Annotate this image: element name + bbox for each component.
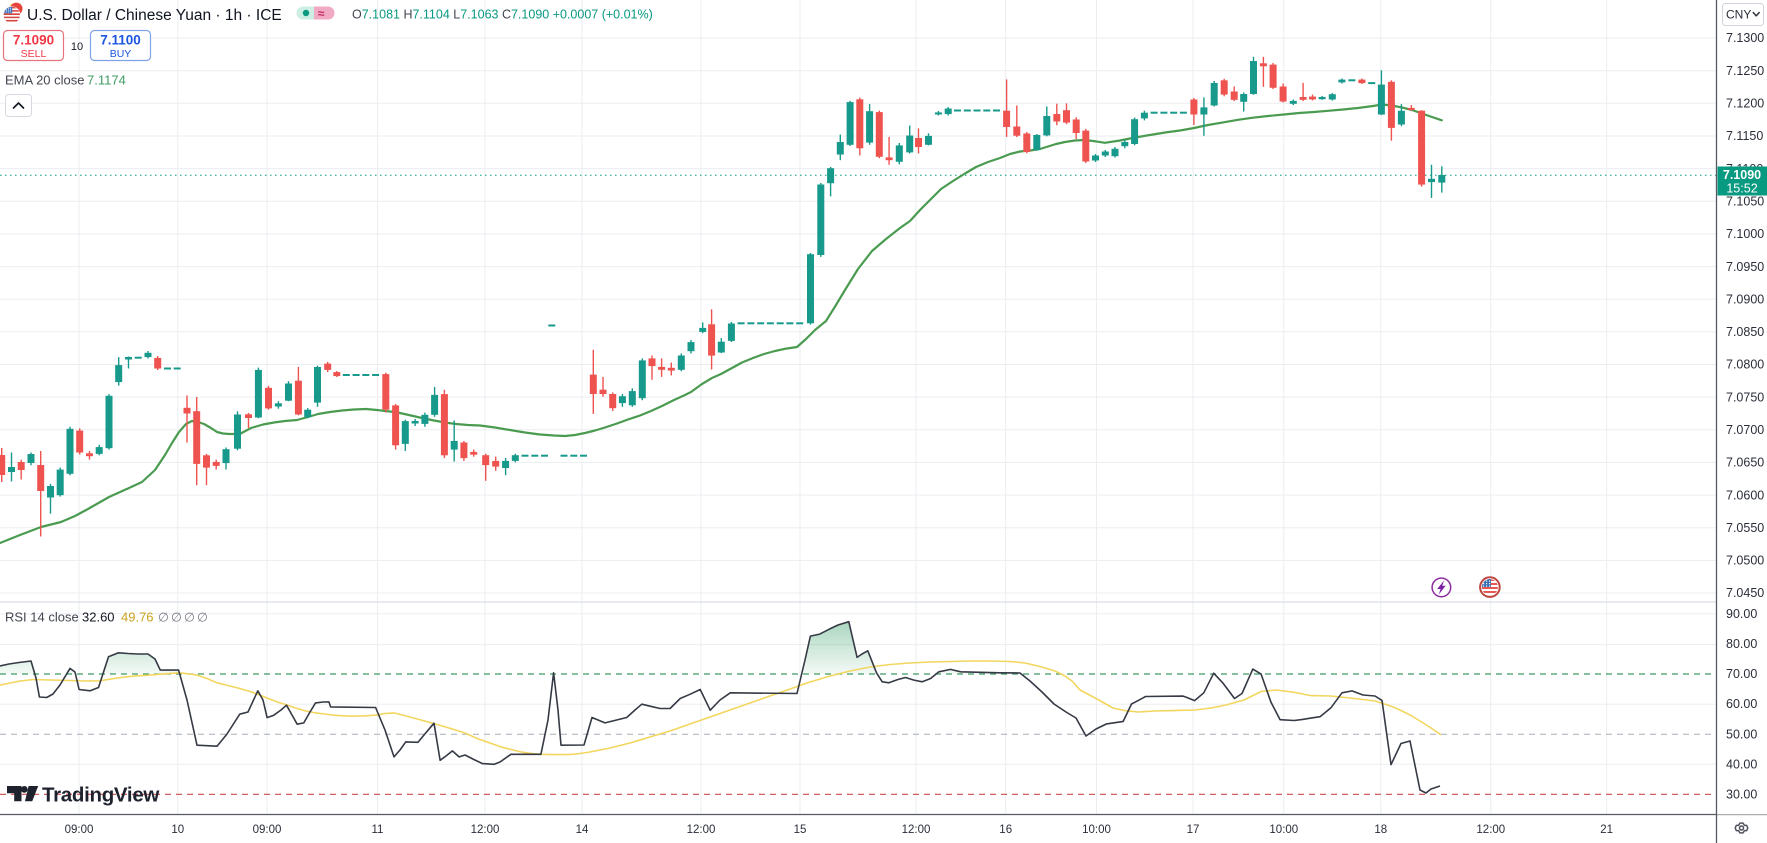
svg-text:7.0650: 7.0650	[1726, 456, 1764, 470]
svg-text:7.0550: 7.0550	[1726, 521, 1764, 535]
svg-text:EMA 20 close: EMA 20 close	[5, 73, 85, 88]
svg-text:60.00: 60.00	[1726, 697, 1757, 711]
svg-text:70.00: 70.00	[1726, 667, 1757, 681]
svg-text:30.00: 30.00	[1726, 788, 1757, 802]
svg-text:7.1150: 7.1150	[1726, 129, 1763, 143]
svg-text:O7.1081 H7.1104 L7.1063 C7.109: O7.1081 H7.1104 L7.1063 C7.1090 +0.0007 …	[352, 8, 653, 22]
svg-text:90.00: 90.00	[1726, 607, 1757, 621]
svg-text:11: 11	[372, 824, 384, 836]
svg-text:7.0750: 7.0750	[1726, 390, 1764, 404]
svg-text:7.1090: 7.1090	[13, 33, 54, 48]
svg-text:7.0450: 7.0450	[1726, 586, 1764, 600]
svg-text:12:00: 12:00	[471, 824, 500, 836]
svg-text:50.00: 50.00	[1726, 727, 1757, 741]
svg-text:80.00: 80.00	[1726, 637, 1757, 651]
svg-text:7.0800: 7.0800	[1726, 358, 1764, 372]
svg-text:49.76: 49.76	[121, 610, 154, 625]
svg-text:18: 18	[1374, 824, 1387, 836]
svg-text:10: 10	[171, 824, 184, 836]
svg-text:40.00: 40.00	[1726, 757, 1757, 771]
svg-text:15:52: 15:52	[1726, 182, 1757, 196]
svg-text:32.60: 32.60	[82, 610, 115, 625]
svg-text:∅: ∅	[197, 611, 208, 625]
svg-text:7.1300: 7.1300	[1726, 31, 1764, 45]
svg-text:09:00: 09:00	[253, 824, 282, 836]
svg-text:7.0600: 7.0600	[1726, 488, 1764, 502]
svg-text:CNY: CNY	[1726, 8, 1751, 22]
svg-text:7.1000: 7.1000	[1726, 227, 1764, 241]
svg-text:TradingView: TradingView	[42, 784, 159, 807]
svg-text:7.0850: 7.0850	[1726, 325, 1764, 339]
svg-text:∅: ∅	[171, 611, 182, 625]
svg-text:7.0700: 7.0700	[1726, 423, 1764, 437]
svg-text:10:00: 10:00	[1269, 824, 1298, 836]
svg-text:≈: ≈	[318, 7, 325, 21]
svg-text:09:00: 09:00	[65, 824, 94, 836]
svg-text:7.1090: 7.1090	[1723, 168, 1761, 182]
svg-text:17: 17	[1187, 824, 1200, 836]
svg-text:7.0900: 7.0900	[1726, 292, 1764, 306]
svg-text:BUY: BUY	[110, 48, 132, 60]
svg-text:RSI 14 close: RSI 14 close	[5, 610, 79, 625]
svg-text:15: 15	[794, 824, 807, 836]
svg-text:7.1174: 7.1174	[87, 73, 126, 88]
svg-text:7.0500: 7.0500	[1726, 554, 1764, 568]
svg-text:12:00: 12:00	[902, 824, 931, 836]
svg-text:21: 21	[1600, 824, 1613, 836]
svg-text:SELL: SELL	[21, 48, 47, 60]
svg-text:10: 10	[71, 41, 83, 53]
svg-text:7.1250: 7.1250	[1726, 64, 1764, 78]
svg-text:12:00: 12:00	[687, 824, 716, 836]
svg-text:14: 14	[576, 824, 589, 836]
svg-text:∅: ∅	[158, 611, 169, 625]
svg-text:12:00: 12:00	[1476, 824, 1505, 836]
svg-text:10:00: 10:00	[1082, 824, 1111, 836]
svg-text:U.S. Dollar / Chinese Yuan · 1: U.S. Dollar / Chinese Yuan · 1h · ICE	[27, 7, 282, 24]
svg-text:∅: ∅	[184, 611, 195, 625]
svg-text:16: 16	[999, 824, 1012, 836]
svg-text:7.1200: 7.1200	[1726, 97, 1764, 111]
svg-text:7.1050: 7.1050	[1726, 195, 1764, 209]
svg-text:7.1100: 7.1100	[100, 33, 141, 48]
svg-text:7.0950: 7.0950	[1726, 260, 1764, 274]
